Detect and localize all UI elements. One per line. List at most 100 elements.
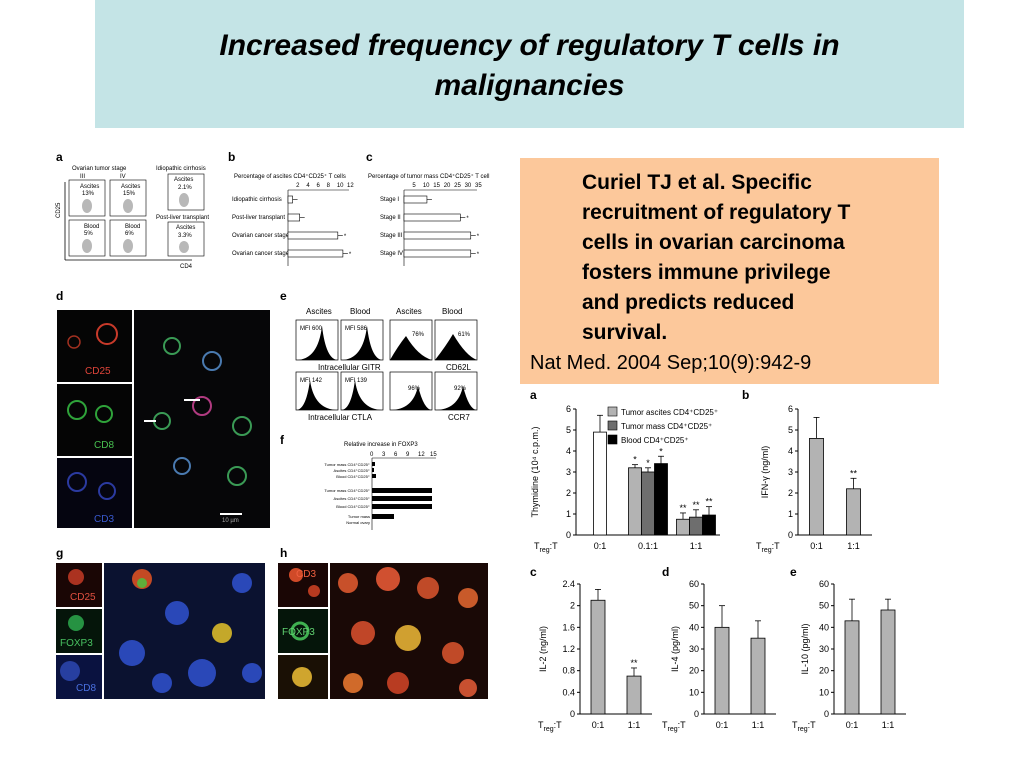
y-tick-label: 1 [788,509,793,519]
x-tick-label: 0:1 [592,720,605,730]
y-tick-label: 40 [819,622,829,632]
significance-star: ** [679,503,687,513]
y-tick-label: 2 [566,488,571,498]
slide-title-line-1: Increased frequency of regulatory T cell… [219,29,840,62]
panel-b-title: Percentage of ascites CD4⁺CD25⁺ T cells [234,173,346,180]
bar [844,620,860,715]
row-label: Blood CD4⁺CD25⁺ [336,474,370,479]
tick-label: 35 [475,183,482,189]
significance-star: ** [850,468,858,478]
flow-box: Ascites 13% [68,179,106,217]
micrograph-cd8 [57,384,132,456]
significance-star: * [344,234,347,240]
legend-swatch [607,434,618,445]
tick-label: 20 [444,183,451,189]
y-tick-label: 40 [689,622,699,632]
panel-g: g CD25 FOXP3 CD8 [56,546,265,699]
y-tick-label: 0.8 [562,666,575,676]
y-tick-label: 0 [566,530,571,540]
mfi-value: MFI 139 [345,378,368,384]
panel-b-label: b [228,150,235,164]
panel-a-xlabel: CD4 [180,264,193,270]
y-tick-label: 0 [570,709,575,719]
panel-e-header: Blood [350,307,370,316]
panel-c-chart: c Percentage of tumor mass CD4⁺CD25⁺ T c… [366,150,490,266]
y-tick-label: 1.2 [562,644,575,654]
y-tick-label: 60 [689,579,699,589]
row-label: Tumor mass CD4⁺CD25⁺ [324,462,370,467]
legend-entry: Blood CD4⁺CD25⁺ [621,436,689,445]
significance-star: ** [692,500,700,510]
panel-a-group-title: Ovarian tumor stage [72,166,127,172]
row-label: Stage II [380,215,401,221]
y-tick-label: 0 [788,530,793,540]
panel-c-title: Percentage of tumor mass CD4⁺CD25⁺ T cel… [368,173,490,180]
channel-label-g-cd25: CD25 [70,592,96,603]
panel-a-ylabel: CD25 [56,202,62,218]
percent-value: 92% [454,386,467,392]
legend-entry: Tumor ascites CD4⁺CD25⁺ [621,408,718,417]
slide-title-line-2: malignancies [434,69,625,102]
tick-label: 10 [423,183,430,189]
chart-d: 0 10 20 30 40 50 60 IL-4 (pg/ml) Treg:T 0:1 1:1 [662,579,776,733]
bar [403,249,472,258]
tick-label: 6 [394,452,398,458]
y-tick-label: 2.4 [562,579,575,589]
citation-line: fosters immune privilege [582,261,831,284]
bar [809,438,824,536]
y-tick-label: 4 [788,446,793,456]
tick-label: 25 [454,183,461,189]
chart-e: 0 10 20 30 40 50 60 IL-10 (pg/ml) Treg:T 0:1 1:1 [792,579,906,733]
y-tick-label: 20 [819,666,829,676]
panel-e-xlabel: CD62L [446,363,471,372]
flow-box-name: Ascites [176,225,195,231]
x-tick-label: 0.1:1 [638,541,658,551]
x-tick-label: 1:1 [628,720,641,730]
chart-a-label: a [530,388,537,402]
y-axis-label: IL-2 (ng/ml) [538,626,548,672]
channel-label-h-cd3: CD3 [296,569,316,580]
micrograph-cd3 [57,458,132,528]
y-axis-label: IFN-γ (ng/ml) [760,446,770,499]
channel-label-h-foxp3: FOXP3 [282,627,315,638]
significance-star: * [659,446,663,456]
panel-e-header: Blood [442,307,462,316]
citation-line: cells in ovarian carcinoma [582,231,845,254]
bar [403,231,472,240]
panel-h: h CD3 FOXP3 [278,546,488,699]
bar [593,431,607,536]
y-tick-label: 60 [819,579,829,589]
citation-line: and predicts reduced [582,291,795,314]
percent-value: 96% [408,386,421,392]
scale-bar-text: 10 µm [222,518,239,524]
micrograph-h-foxp3 [278,609,328,653]
y-tick-label: 3 [566,467,571,477]
x-axis-label: Treg:T [538,720,562,733]
y-tick-label: 0.4 [562,687,575,697]
bar [590,599,606,715]
bar [880,609,896,715]
panel-e-label: e [280,289,287,303]
flow-box: Ascites 15% [109,179,147,217]
channel-label-cd25: CD25 [85,366,111,377]
flow-box-name: Ascites [174,177,193,183]
bar [750,637,766,715]
y-tick-label: 0 [694,709,699,719]
y-tick-label: 0 [824,709,829,719]
citation-line: survival. [582,321,668,344]
bar [287,195,293,204]
mfi-value: MFI 600 [300,326,323,332]
chart-c: 0 0.4 0.8 1.2 1.6 2 2.4 IL-2 (ng/ml) Treg:T 0:1 1:… [538,579,652,733]
row-label: Idiopathic cirrhosis [232,197,282,203]
flow-box-name: Blood [84,224,99,230]
x-axis-label: Treg:T [792,720,816,733]
significance-star: * [466,216,469,222]
channel-label-cd8: CD8 [94,440,114,451]
y-tick-label: 3 [788,467,793,477]
bar [403,213,461,222]
panel-a-label: a [56,150,63,164]
panel-f-title: Relative increase in FOXP3 [344,442,418,448]
channel-label-g-cd8: CD8 [76,683,96,694]
mfi-value: MFI 142 [300,378,323,384]
